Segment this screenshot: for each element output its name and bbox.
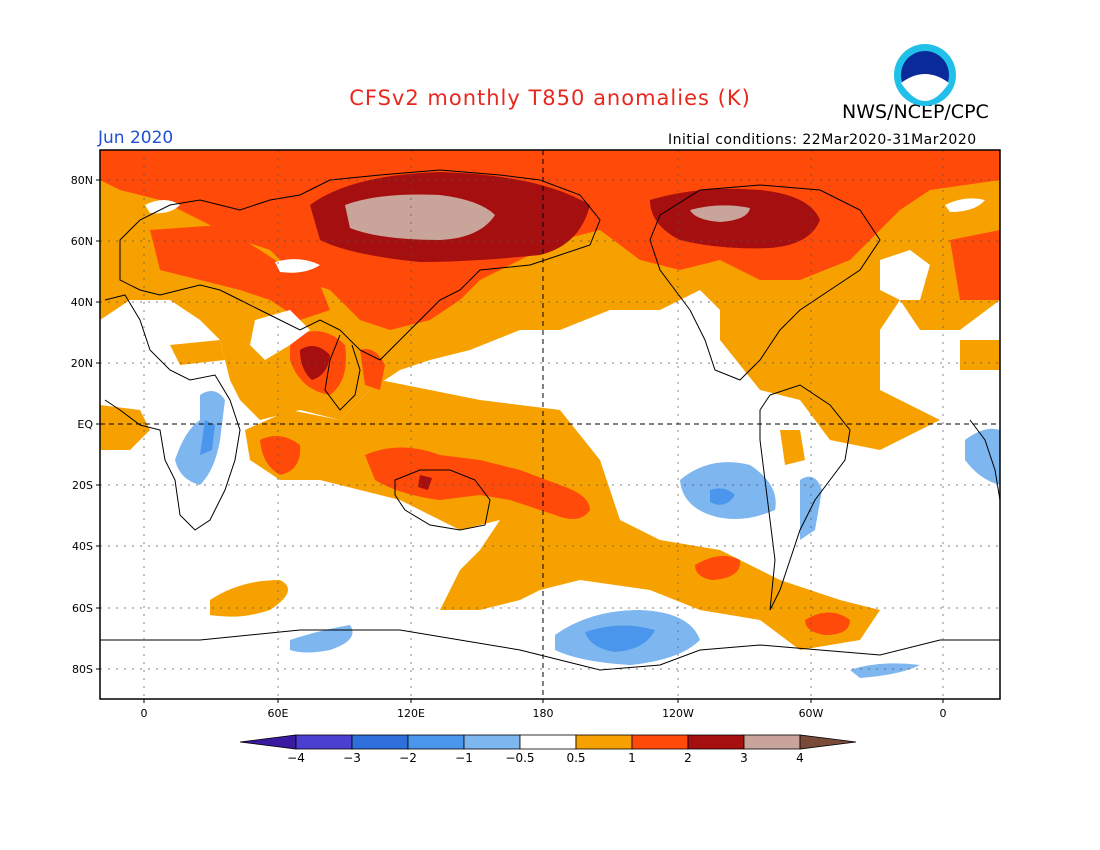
anomaly-region-warm	[960, 340, 1000, 370]
anomaly-region-neutral	[275, 259, 320, 273]
anomaly-region-warm-severe	[418, 475, 432, 490]
anomaly-region-neutral	[945, 198, 985, 212]
anomaly-region-warm-strong	[150, 225, 330, 320]
colorbar-label: 2	[684, 751, 692, 765]
anomaly-region-cool-strong	[585, 625, 655, 652]
anomaly-region-warm	[100, 405, 150, 450]
longitude-label: 120E	[397, 707, 425, 720]
anomaly-region-cool-strong	[200, 420, 215, 455]
anomaly-region-warm	[170, 340, 225, 365]
anomaly-region-warm-strong	[695, 556, 741, 580]
latitude-label: 20S	[72, 479, 93, 492]
noaa-logo-icon	[894, 44, 956, 106]
colorbar-label: −2	[399, 751, 417, 765]
colorbar-swatch	[407, 734, 465, 750]
colorbar-swatch	[351, 734, 409, 750]
colorbar-swatch	[575, 734, 633, 750]
agency-label: NWS/NCEP/CPC	[842, 101, 989, 123]
colorbar-label: −3	[343, 751, 361, 765]
anomaly-region-neutral	[250, 310, 310, 360]
forecast-month: Jun 2020	[98, 128, 174, 148]
graticule	[100, 150, 1000, 699]
anomaly-region-warm-extreme	[345, 194, 495, 240]
colorbar-swatch	[463, 734, 521, 750]
longitude-label: 0	[141, 707, 148, 720]
latitude-label: 20N	[71, 357, 93, 370]
colorbar-swatch	[687, 734, 745, 750]
anomaly-region-warm	[210, 580, 288, 617]
anomaly-region-warm-strong	[260, 436, 301, 475]
colorbar-label: −1	[455, 751, 473, 765]
anomaly-region-warm-severe	[300, 346, 330, 380]
anomaly-region-cool	[290, 625, 353, 653]
latitude-labels: 80N 60N 40N 20N EQ 20S 40S 60S 80S	[71, 174, 100, 676]
colorbar: −4 −3 −2 −1 −0.5 0.5 1 2 3 4	[239, 734, 857, 765]
colorbar-label: 3	[740, 751, 748, 765]
latitude-label: 80N	[71, 174, 93, 187]
anomaly-region-warm-strong	[950, 230, 1000, 300]
longitude-label: 120W	[662, 707, 694, 720]
colorbar-swatch	[519, 734, 577, 750]
longitude-label: 60W	[799, 707, 824, 720]
colorbar-arrow-right	[799, 734, 857, 750]
longitude-label: 60E	[268, 707, 289, 720]
colorbar-swatch	[743, 734, 801, 750]
colorbar-swatch	[295, 734, 353, 750]
anomaly-region-warm-extreme	[690, 205, 750, 222]
colorbar-label: 4	[796, 751, 804, 765]
colorbar-label: −0.5	[505, 751, 534, 765]
latitude-label: 40S	[72, 540, 93, 553]
colorbar-label: 0.5	[566, 751, 585, 765]
anomaly-region-warm	[780, 430, 805, 465]
anomaly-region-cool	[175, 391, 225, 485]
longitude-label: 180	[533, 707, 554, 720]
coastlines	[100, 169, 1000, 671]
latitude-label: 60N	[71, 235, 93, 248]
anomaly-region-neutral	[880, 250, 930, 300]
anomaly-region-cool	[850, 663, 920, 678]
anomaly-region-cool	[965, 428, 1000, 485]
anomaly-region-warm-strong	[805, 612, 850, 635]
colorbar-arrow-left	[239, 734, 297, 750]
longitude-labels: 0 60E 120E 180 120W 60W 0	[141, 699, 947, 720]
latitude-label: 60S	[72, 602, 93, 615]
latitude-label: EQ	[77, 418, 93, 431]
anomaly-region-neutral	[145, 200, 180, 214]
latitude-label: 80S	[72, 663, 93, 676]
colorbar-swatch	[631, 734, 689, 750]
longitude-label: 0	[940, 707, 947, 720]
initial-conditions: Initial conditions: 22Mar2020-31Mar2020	[668, 132, 977, 148]
colorbar-label: −4	[287, 751, 305, 765]
colorbar-label: 1	[628, 751, 636, 765]
map-title: CFSv2 monthly T850 anomalies (K)	[349, 86, 751, 110]
latitude-label: 40N	[71, 296, 93, 309]
anomaly-region-cool-strong	[710, 488, 735, 505]
anomaly-field	[100, 150, 1000, 699]
